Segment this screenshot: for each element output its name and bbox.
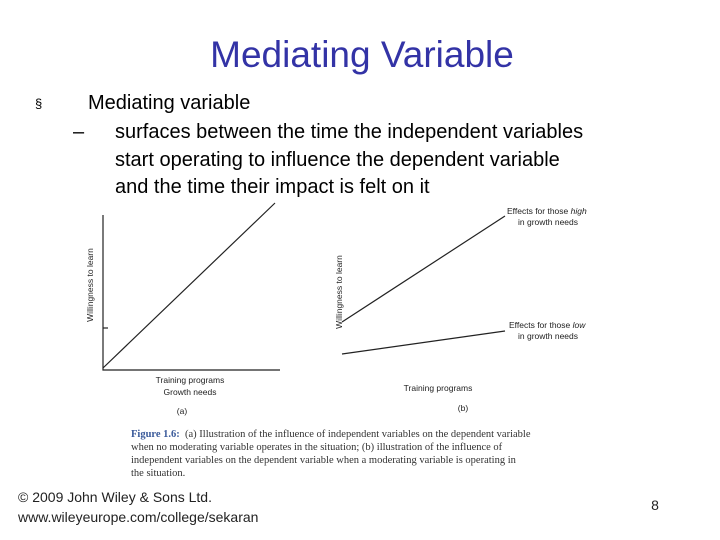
bullet-text: Mediating variable [88,92,250,114]
caption-line: (a) Illustration of the influence of ind… [185,429,531,440]
caption-line: independent variables on the dependent v… [131,455,517,466]
y-axis-label: Willingness to learn [334,255,344,329]
low-line [341,330,506,355]
annotation-emphasis: high [571,206,587,216]
y-axis-label: Willingness to learn [85,248,95,322]
sub-bullet-line: and the time their impact is felt on it [115,176,430,198]
annotation-emphasis: low [573,320,587,330]
high-annotation: in growth needs [518,217,578,227]
low-annotation: in growth needs [518,331,578,341]
bullet-marker: § [35,96,42,111]
footer-copyright: © 2009 John Wiley & Sons Ltd. [18,489,212,505]
footer-url: www.wileyeurope.com/college/sekaran [17,509,258,525]
sub-bullet-line: start operating to influence the depende… [115,149,560,171]
caption-line: when no moderating variable operates in … [131,442,503,453]
x-axis-label: Growth needs [164,387,217,397]
x-axis-label: Training programs [156,375,225,385]
caption-line: the situation. [131,468,185,479]
annotation-text: Effects for those [509,320,571,330]
x-axis-label: Training programs [404,383,473,393]
annotation-text: Effects for those [507,206,569,216]
panel-tag: (b) [458,403,469,413]
panel-tag: (a) [177,406,188,416]
relation-line [102,202,276,369]
high-annotation: Effects for those high [507,206,587,216]
page-number: 8 [651,497,659,513]
high-line [341,215,506,323]
sub-bullet-line: surfaces between the time the independen… [115,121,583,143]
caption-label: Figure 1.6: [131,429,180,440]
slide-title: Mediating Variable [210,34,514,75]
sub-bullet-marker: – [73,121,85,143]
low-annotation: Effects for those low [509,320,586,330]
axes [102,215,280,371]
